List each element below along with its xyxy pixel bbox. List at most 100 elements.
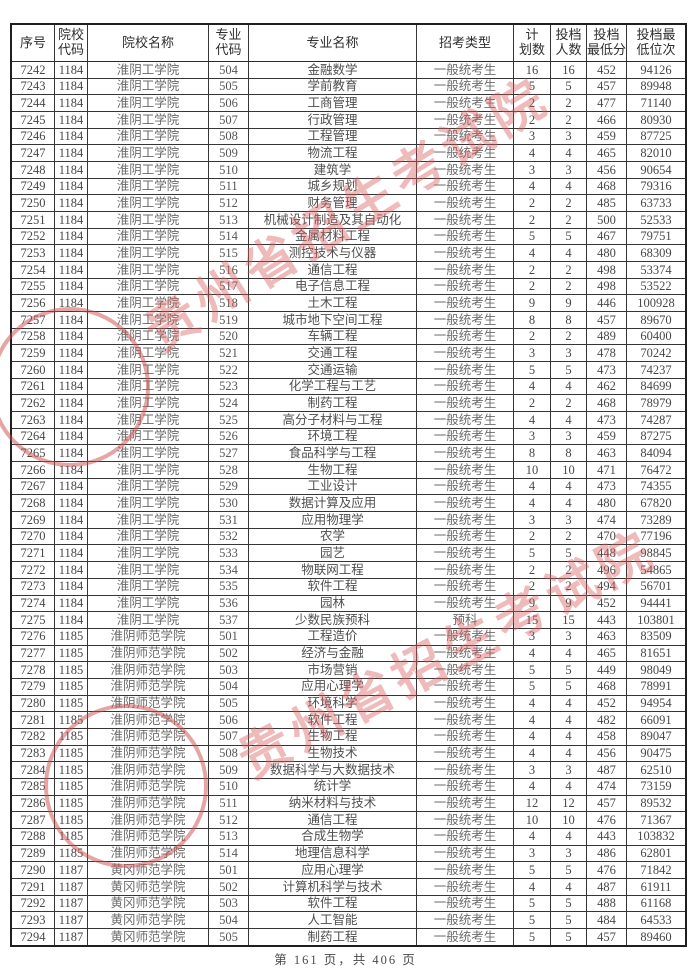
table-cell: 12: [551, 795, 587, 812]
table-row: 7294 1187 黄冈师范学院 505 制药工程 一般统考生 5 5 457 89460: [12, 928, 685, 945]
table-cell: 7243: [12, 78, 55, 95]
table-cell: 515: [209, 245, 249, 262]
table-row: 7247 1184 淮阴工学院 509 物流工程 一般统考生 4 4 465 82010: [12, 145, 685, 163]
table-cell: 524: [209, 395, 249, 412]
table-cell: 7277: [12, 645, 55, 662]
table-cell: 7274: [12, 595, 55, 612]
table-cell: 531: [209, 512, 249, 528]
table-cell: 62801: [640, 846, 672, 861]
table-cell: 淮阴师范学院: [88, 662, 209, 678]
table-cell: 物联网工程: [249, 562, 417, 578]
table-cell: 一般统考生: [417, 78, 514, 95]
table-cell: 1184: [55, 612, 88, 628]
table-cell: 7255: [12, 278, 55, 295]
table-cell: 54865: [640, 562, 672, 577]
table-cell: 56701: [640, 579, 672, 594]
table-cell: 510: [209, 778, 249, 795]
table-cell: 474: [587, 512, 627, 528]
table-cell: 471: [587, 462, 627, 478]
table-cell: 1184: [55, 162, 88, 178]
table-cell: 89460: [640, 929, 672, 944]
table-cell: 487: [587, 762, 627, 778]
table-cell: 淮阴工学院: [88, 512, 209, 528]
table-cell: 482: [587, 712, 627, 728]
table-cell: 89948: [640, 79, 672, 94]
table-cell: 2: [551, 578, 587, 595]
table-cell: 1184: [55, 578, 88, 595]
table-cell: 2: [514, 112, 551, 128]
table-cell: 5: [551, 228, 587, 245]
table-cell: 2: [514, 212, 551, 228]
table-header-row: 序号 院校 代码 院校名称 专业 代码 专业名称 招考类型 计 划数 投档 人数…: [12, 25, 685, 62]
table-cell: 生物技术: [249, 745, 417, 762]
table-cell: 74237: [640, 362, 672, 377]
table-cell: 城市地下空间工程: [249, 312, 417, 328]
table-cell: 511: [209, 795, 249, 812]
table-cell: 统计学: [249, 778, 417, 795]
table-cell: 4: [551, 828, 587, 845]
table-row: 7259 1184 淮阴工学院 521 交通工程 一般统考生 3 3 478 70242: [12, 345, 685, 363]
table-cell: 4: [514, 478, 551, 495]
table-cell: 黄冈师范学院: [88, 895, 209, 912]
table-cell: 1184: [55, 212, 88, 228]
table-cell: 通信工程: [249, 262, 417, 278]
table-cell: 应用心理学: [249, 678, 417, 695]
table-cell: 7276: [12, 628, 55, 645]
table-cell: 511: [209, 178, 249, 195]
table-cell: 建筑学: [249, 162, 417, 178]
table-row: 7249 1184 淮阴工学院 511 城乡规划 一般统考生 4 4 468 79316: [12, 178, 685, 196]
table-cell: 452: [587, 595, 627, 612]
table-cell: 53374: [640, 262, 672, 277]
table-cell: 10: [551, 462, 587, 478]
table-cell: 金融数学: [249, 62, 417, 78]
table-cell: 494: [587, 578, 627, 595]
table-row: 7286 1185 淮阴师范学院 511 纳米材料与技术 一般统考生 12 12 457 8953…: [12, 795, 685, 813]
table-cell: 15: [551, 612, 587, 628]
table-cell: 2: [551, 395, 587, 412]
table-cell: 一般统考生: [417, 312, 514, 328]
table-cell: 82010: [640, 145, 672, 160]
table-cell: 476: [587, 862, 627, 878]
table-cell: 5: [514, 928, 551, 945]
table-row: 7267 1184 淮阴工学院 529 工业设计 一般统考生 4 4 473 74355: [12, 478, 685, 496]
table-cell: 76472: [640, 462, 672, 477]
table-cell: 74355: [640, 479, 672, 494]
table-cell: 环境科学: [249, 695, 417, 712]
table-cell: 淮阴工学院: [88, 162, 209, 178]
table-cell: 9: [514, 595, 551, 612]
table-cell: 土木工程: [249, 295, 417, 312]
table-cell: 5: [551, 928, 587, 945]
table-cell: 7279: [12, 678, 55, 695]
table-cell: 2: [551, 528, 587, 545]
table-cell: 1184: [55, 495, 88, 512]
table-cell: 7282: [12, 728, 55, 745]
table-cell: 淮阴工学院: [88, 228, 209, 245]
table-cell: 7260: [12, 362, 55, 378]
table-cell: 淮阴工学院: [88, 562, 209, 578]
table-cell: 7263: [12, 412, 55, 428]
table-cell: 一般统考生: [417, 545, 514, 562]
table-cell: 5: [514, 895, 551, 912]
table-cell: 一般统考生: [417, 528, 514, 545]
table-cell: 淮阴工学院: [88, 478, 209, 495]
table-cell: 7250: [12, 195, 55, 212]
table-cell: 478: [587, 345, 627, 362]
table-cell: 交通工程: [249, 345, 417, 362]
table-row: 7262 1184 淮阴工学院 524 制药工程 一般统考生 2 2 468 78979: [12, 395, 685, 413]
table-cell: 7284: [12, 762, 55, 778]
table-cell: 1187: [55, 895, 88, 912]
table-cell: 7254: [12, 262, 55, 278]
table-cell: 4: [514, 178, 551, 195]
table-cell: 3: [551, 845, 587, 862]
table-cell: 一般统考生: [417, 812, 514, 828]
table-cell: 淮阴师范学院: [88, 812, 209, 828]
table-cell: 448: [587, 545, 627, 562]
table-cell: 512: [209, 195, 249, 212]
table-cell: 10: [551, 812, 587, 828]
col-header-plan-count: 计 划数: [514, 25, 551, 61]
table-cell: 淮阴师范学院: [88, 845, 209, 862]
table-cell: 2: [514, 328, 551, 345]
table-cell: 530: [209, 495, 249, 512]
table-cell: 1184: [55, 512, 88, 528]
table-cell: 3: [551, 128, 587, 145]
